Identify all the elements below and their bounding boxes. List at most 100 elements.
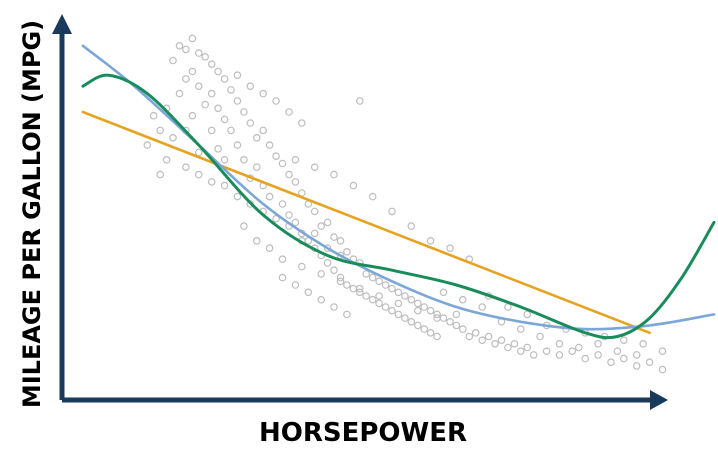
scatter-point [220, 115, 229, 124]
scatter-point [201, 100, 210, 109]
scatter-point [233, 192, 242, 201]
fit-lines [81, 44, 716, 340]
y-axis-label: MILEAGE PER GALLON (MPG) [18, 19, 46, 409]
scatter-point [227, 86, 235, 94]
scatter-point [278, 255, 287, 264]
scatter-point [581, 354, 590, 363]
scatter-point [407, 317, 416, 326]
scatter-point [272, 152, 280, 161]
scatter-point [452, 321, 461, 330]
scatter-point [195, 170, 203, 179]
scatter-point [458, 295, 467, 304]
scatter-point [291, 178, 300, 186]
scatter-point [272, 97, 280, 105]
scatter-point [388, 306, 396, 315]
scatter-point [310, 207, 319, 216]
scatter-point [368, 192, 377, 201]
scatter-point [362, 270, 371, 278]
scatter-point [291, 281, 300, 289]
linear-fit-line [81, 110, 651, 335]
scatter-point [330, 233, 338, 241]
scatter-point [523, 343, 532, 352]
scatter-point [426, 328, 435, 337]
scatter-point [343, 248, 351, 256]
scatter-point [214, 67, 222, 76]
scatter-point [619, 336, 628, 345]
scatter-point [426, 237, 435, 245]
scatter-point [195, 49, 203, 57]
scatter-point [323, 244, 332, 253]
scatter-point [169, 134, 177, 142]
scatter-point [381, 303, 390, 311]
scatter-point [182, 45, 190, 54]
scatter-point [246, 119, 255, 127]
scatter-point [317, 222, 326, 230]
y-axis-arrow [52, 14, 72, 34]
scatter-point [188, 111, 197, 120]
scatter-point [568, 347, 577, 356]
scatter-point [220, 156, 229, 164]
scatter-point [465, 332, 474, 341]
scatter-point [420, 303, 429, 311]
scatter-point [259, 126, 268, 135]
scatter-point [291, 218, 300, 227]
scatter-point [413, 299, 422, 308]
x-axis-arrow [650, 390, 668, 410]
scatter-point [240, 156, 248, 164]
scatter-point [478, 303, 487, 311]
scatter-point [220, 75, 229, 83]
scatter-point [233, 71, 242, 80]
scatter-point [246, 82, 255, 91]
scatter-point [658, 347, 667, 356]
quadratic-fit-line [81, 44, 716, 331]
scatter-point [388, 207, 396, 216]
scatter-point [310, 229, 319, 238]
polynomial-fit-line [81, 73, 716, 340]
scatter-point [658, 365, 667, 374]
scatter-point [407, 295, 416, 304]
scatter-point [394, 288, 403, 297]
scatter-point [317, 270, 326, 278]
scatter-points [143, 34, 667, 374]
scatter-point [285, 108, 293, 116]
scatter-point [439, 288, 448, 297]
scatter-point [529, 351, 538, 359]
scatter-point [368, 295, 377, 304]
scatter-point [162, 156, 171, 164]
scatter-point [240, 108, 248, 116]
scatter-point [207, 89, 216, 98]
scatter-point [304, 288, 313, 297]
scatter-point [252, 163, 261, 172]
scatter-point [297, 119, 306, 127]
scatter-point [355, 97, 364, 105]
scatter-point [368, 273, 377, 282]
x-axis-label: HORSEPOWER [259, 418, 467, 448]
scatter-point [388, 284, 396, 293]
scatter-point [317, 295, 326, 304]
scatter-point [349, 181, 358, 190]
scatter-point [297, 262, 306, 271]
scatter-point [594, 351, 602, 359]
scatter-point [632, 351, 641, 359]
scatter-point [362, 292, 371, 300]
scatter-point [452, 310, 461, 319]
scatter-point [426, 306, 435, 315]
scatter-point [594, 339, 602, 348]
scatter-point [407, 222, 416, 230]
scatter-point [375, 292, 383, 300]
scatter-point [555, 351, 564, 359]
scatter-point [439, 314, 448, 322]
scatter-point [259, 89, 268, 98]
scatter-point [375, 277, 383, 286]
scatter-point [175, 41, 184, 50]
scatter-point [458, 325, 467, 333]
scatter-point [336, 273, 345, 282]
scatter-point [516, 325, 525, 333]
scatter-point [349, 284, 358, 293]
scatter-point [504, 303, 512, 311]
scatter-point [252, 134, 261, 142]
scatter-point [394, 299, 403, 308]
scatter-point [516, 347, 525, 356]
scatter-point [149, 111, 158, 120]
